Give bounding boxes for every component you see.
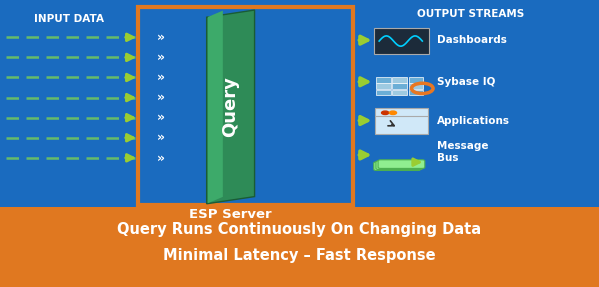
Text: »: » xyxy=(156,111,165,124)
Text: Sybase IQ: Sybase IQ xyxy=(437,77,495,87)
FancyBboxPatch shape xyxy=(375,108,428,134)
Text: ESP Server: ESP Server xyxy=(189,208,272,221)
FancyBboxPatch shape xyxy=(378,160,425,168)
Text: Dashboards: Dashboards xyxy=(437,35,507,45)
FancyBboxPatch shape xyxy=(409,83,423,89)
Text: Minimal Latency – Fast Response: Minimal Latency – Fast Response xyxy=(163,248,436,263)
FancyBboxPatch shape xyxy=(374,162,420,170)
FancyBboxPatch shape xyxy=(376,77,391,83)
Text: »: » xyxy=(156,71,165,84)
FancyBboxPatch shape xyxy=(374,28,429,54)
FancyBboxPatch shape xyxy=(392,90,407,95)
Text: INPUT DATA: INPUT DATA xyxy=(34,14,104,24)
Text: Query Runs Continuously On Changing Data: Query Runs Continuously On Changing Data xyxy=(117,222,482,237)
Text: »: » xyxy=(156,91,165,104)
Text: »: » xyxy=(156,31,165,44)
Text: OUTPUT STREAMS: OUTPUT STREAMS xyxy=(416,9,524,19)
Circle shape xyxy=(389,111,397,115)
FancyBboxPatch shape xyxy=(376,161,423,169)
FancyBboxPatch shape xyxy=(0,207,599,287)
Circle shape xyxy=(382,111,389,115)
Text: Message
Bus: Message Bus xyxy=(437,141,489,163)
Polygon shape xyxy=(208,11,223,203)
FancyBboxPatch shape xyxy=(409,77,423,83)
Polygon shape xyxy=(207,10,255,204)
Text: »: » xyxy=(156,151,165,164)
Text: Applications: Applications xyxy=(437,116,510,125)
FancyBboxPatch shape xyxy=(376,83,391,89)
Text: Query: Query xyxy=(222,76,240,137)
Text: »: » xyxy=(156,51,165,64)
FancyBboxPatch shape xyxy=(376,90,391,95)
FancyBboxPatch shape xyxy=(392,83,407,89)
FancyBboxPatch shape xyxy=(392,77,407,83)
FancyBboxPatch shape xyxy=(409,90,423,95)
Text: »: » xyxy=(156,131,165,144)
